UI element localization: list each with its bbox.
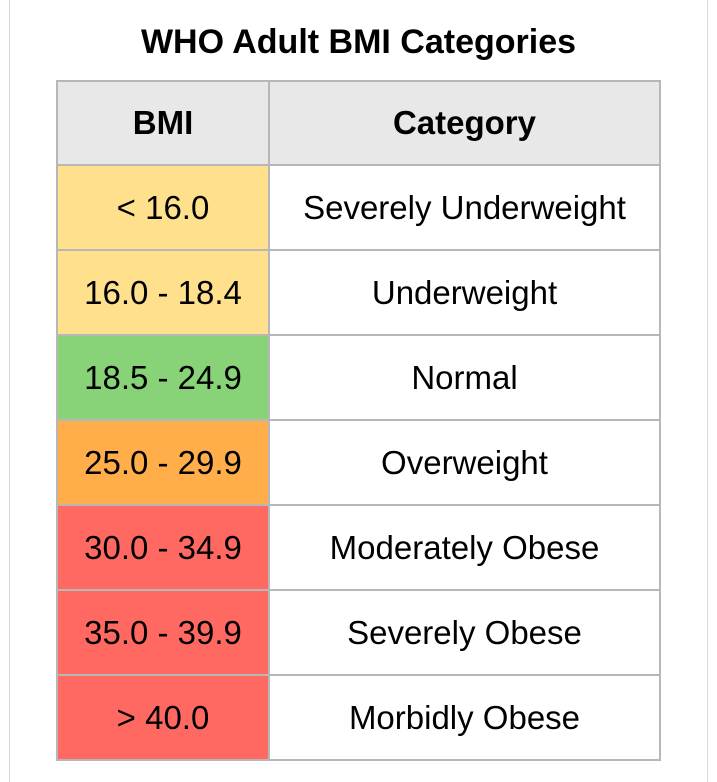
left-frame-divider — [9, 0, 10, 782]
category-cell: Severely Underweight — [268, 164, 661, 251]
category-cell: Severely Obese — [268, 589, 661, 676]
table-row: 18.5 - 24.9 Normal — [56, 334, 661, 421]
table-row: 16.0 - 18.4 Underweight — [56, 249, 661, 336]
table-row: < 16.0 Severely Underweight — [56, 164, 661, 251]
bmi-range-cell: < 16.0 — [56, 164, 270, 251]
page-title: WHO Adult BMI Categories — [140, 23, 577, 61]
bmi-range-cell: 35.0 - 39.9 — [56, 589, 270, 676]
table-row: 25.0 - 29.9 Overweight — [56, 419, 661, 506]
category-cell: Underweight — [268, 249, 661, 336]
bmi-range-cell: 25.0 - 29.9 — [56, 419, 270, 506]
category-cell: Morbidly Obese — [268, 674, 661, 761]
table-row: 35.0 - 39.9 Severely Obese — [56, 589, 661, 676]
table-row: 30.0 - 34.9 Moderately Obese — [56, 504, 661, 591]
column-header-category: Category — [268, 80, 661, 166]
category-cell: Moderately Obese — [268, 504, 661, 591]
bmi-range-cell: 16.0 - 18.4 — [56, 249, 270, 336]
right-frame-divider — [707, 0, 708, 782]
category-cell: Overweight — [268, 419, 661, 506]
category-cell: Normal — [268, 334, 661, 421]
bmi-range-cell: 30.0 - 34.9 — [56, 504, 270, 591]
bmi-range-cell: > 40.0 — [56, 674, 270, 761]
bmi-range-cell: 18.5 - 24.9 — [56, 334, 270, 421]
table-row: > 40.0 Morbidly Obese — [56, 674, 661, 761]
table-header-row: BMI Category — [56, 80, 661, 166]
column-header-bmi: BMI — [56, 80, 270, 166]
bmi-categories-table: BMI Category < 16.0 Severely Underweight… — [56, 80, 661, 761]
